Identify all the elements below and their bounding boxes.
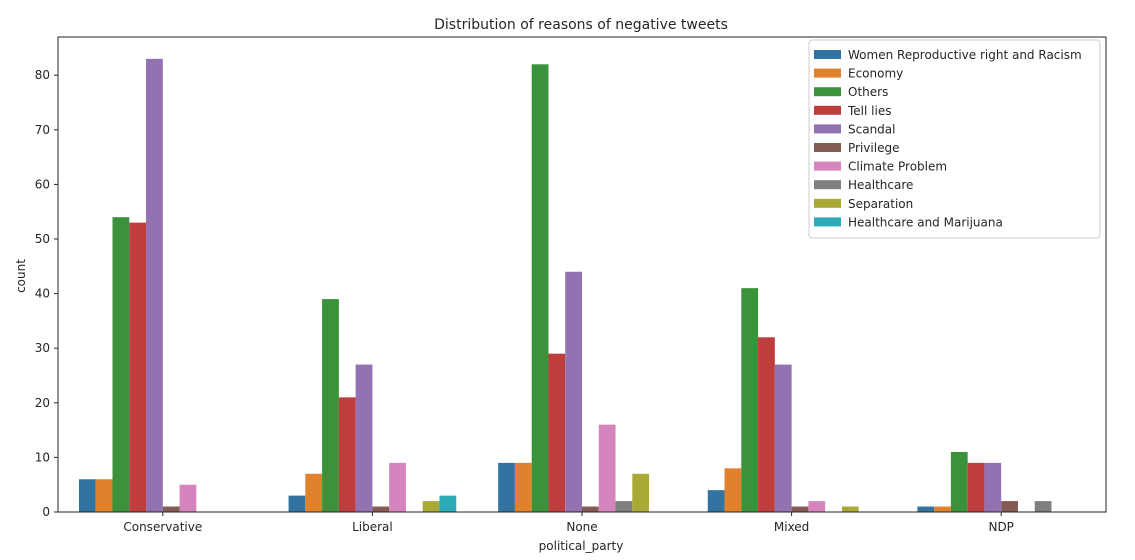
y-tick-label: 30 [35, 341, 50, 355]
bar-liberal-scandal [355, 364, 373, 512]
legend-label-others: Others [848, 85, 888, 99]
bar-conservative-economy [95, 479, 113, 512]
legend-label-climate-problem: Climate Problem [848, 160, 947, 174]
bar-ndp-others [950, 451, 968, 512]
bar-ndp-healthcare [1034, 501, 1052, 512]
y-tick-label: 80 [35, 68, 50, 82]
legend-label-economy: Economy [848, 67, 903, 81]
legend-label-separation: Separation [848, 197, 913, 211]
legend-swatch-scandal [814, 124, 841, 134]
legend-label-tell-lies: Tell lies [847, 104, 891, 118]
bar-liberal-economy [305, 473, 323, 512]
bar-conservative-scandal [146, 58, 163, 512]
bar-liberal-others [322, 299, 339, 512]
bar-mixed-women-reproductive-right-and-racism [707, 490, 725, 512]
bar-ndp-women-reproductive-right-and-racism [917, 506, 935, 512]
legend-label-privilege: Privilege [848, 141, 899, 155]
bar-ndp-privilege [1001, 501, 1018, 512]
bar-mixed-others [741, 288, 759, 512]
x-axis-title: political_party [539, 539, 624, 553]
y-tick-label: 50 [35, 232, 50, 246]
legend-label-women-reproductive-right-and-racism: Women Reproductive right and Racism [848, 48, 1082, 62]
chart-title: Distribution of reasons of negative twee… [434, 17, 728, 33]
bar-none-separation [632, 473, 650, 512]
y-axis-title: count [14, 259, 28, 293]
x-tick-label-liberal: Liberal [352, 520, 393, 534]
y-tick-label: 20 [35, 396, 50, 410]
bar-ndp-tell-lies [967, 462, 985, 512]
bar-liberal-healthcare-and-marijuana [439, 495, 457, 512]
legend: Women Reproductive right and Racism Econo… [808, 39, 1101, 239]
legend-label-scandal: Scandal [848, 122, 895, 136]
axes-layer: 0 10 20 30 40 50 60 70 80 Conservative Liberal None… [35, 36, 1107, 534]
bar-liberal-climate-problem [389, 462, 406, 512]
bar-mixed-separation [841, 506, 859, 512]
bar-conservative-climate-problem [179, 484, 197, 512]
bar-conservative-tell-lies [129, 222, 147, 512]
legend-box [808, 39, 1101, 239]
bar-none-economy [514, 462, 532, 512]
x-tick-label-conservative: Conservative [123, 520, 202, 534]
bar-mixed-scandal [774, 364, 792, 512]
legend-label-healthcare-and-marijuana: Healthcare and Marijuana [848, 215, 1003, 229]
bar-liberal-women-reproductive-right-and-racism [288, 495, 306, 512]
x-tick-label-ndp: NDP [988, 520, 1013, 534]
bar-conservative-women-reproductive-right-and-racism [78, 479, 96, 512]
bar-liberal-separation [422, 501, 440, 512]
bar-none-scandal [565, 271, 582, 512]
bar-none-tell-lies [548, 353, 566, 512]
legend-swatch-economy [814, 68, 841, 78]
bar-mixed-climate-problem [808, 501, 826, 512]
legend-swatch-separation [814, 198, 841, 208]
bar-mixed-economy [724, 468, 742, 512]
bar-conservative-privilege [162, 506, 180, 512]
legend-swatch-tell-lies [814, 105, 841, 115]
bar-none-climate-problem [598, 424, 616, 512]
bar-none-women-reproductive-right-and-racism [498, 462, 515, 512]
bars-layer [78, 58, 1052, 512]
y-tick-label: 10 [35, 450, 50, 464]
legend-swatch-climate-problem [814, 161, 841, 171]
bar-mixed-privilege [791, 506, 809, 512]
legend-swatch-others [814, 87, 841, 97]
legend-swatch-healthcare-and-marijuana [814, 217, 841, 227]
bar-none-healthcare [615, 501, 633, 512]
x-tick-label-none: None [566, 520, 597, 534]
y-tick-label: 0 [42, 505, 50, 519]
y-tick-label: 70 [35, 123, 50, 137]
bar-none-others [531, 64, 549, 512]
legend-swatch-privilege [814, 143, 841, 152]
legend-label-healthcare: Healthcare [848, 178, 913, 192]
bar-ndp-scandal [984, 462, 1002, 512]
legend-swatch-women-reproductive-right-and-racism [814, 50, 841, 59]
bar-none-privilege [582, 506, 599, 512]
bar-liberal-tell-lies [338, 397, 356, 512]
bar-mixed-tell-lies [758, 337, 775, 512]
bar-liberal-privilege [372, 506, 390, 512]
bar-ndp-economy [934, 506, 951, 512]
bar-conservative-others [112, 217, 130, 512]
legend-swatch-healthcare [814, 180, 841, 190]
x-tick-label-mixed: Mixed [774, 520, 809, 534]
y-tick-label: 60 [35, 177, 50, 191]
y-tick-label: 40 [35, 287, 50, 301]
